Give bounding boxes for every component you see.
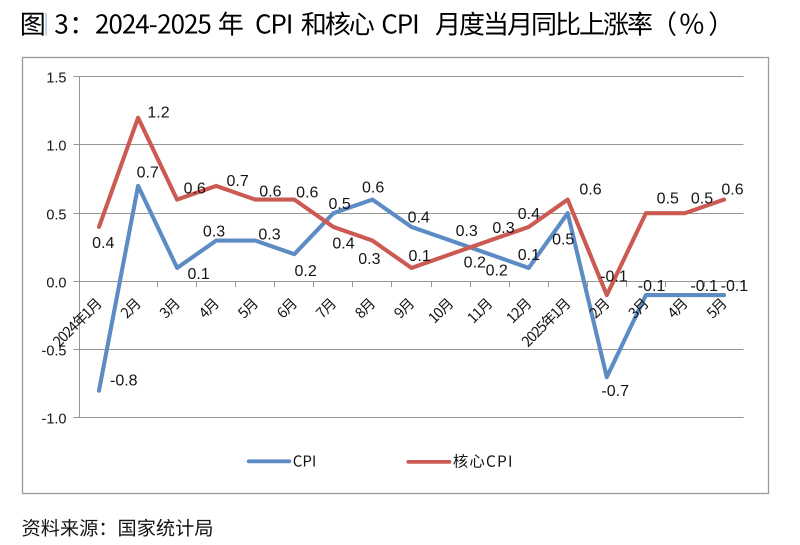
svg-text:0.4: 0.4 bbox=[92, 235, 114, 252]
svg-text:-0.1: -0.1 bbox=[600, 268, 628, 285]
svg-text:0.3: 0.3 bbox=[203, 223, 225, 240]
svg-text:0.3: 0.3 bbox=[492, 220, 514, 237]
svg-text:0.5: 0.5 bbox=[46, 208, 66, 224]
svg-text:0.5: 0.5 bbox=[328, 196, 350, 213]
svg-text:-0.7: -0.7 bbox=[601, 383, 629, 400]
svg-text:0.6: 0.6 bbox=[362, 180, 384, 197]
svg-text:-1.0: -1.0 bbox=[42, 412, 67, 428]
svg-text:0.6: 0.6 bbox=[184, 181, 206, 198]
svg-text:0.5: 0.5 bbox=[657, 190, 679, 207]
svg-text:1.2: 1.2 bbox=[147, 104, 169, 121]
svg-text:0.2: 0.2 bbox=[294, 263, 316, 280]
svg-text:0.5: 0.5 bbox=[552, 231, 574, 248]
svg-text:0.4: 0.4 bbox=[518, 206, 540, 223]
svg-text:0.7: 0.7 bbox=[226, 173, 248, 190]
svg-text:-0.5: -0.5 bbox=[42, 344, 67, 360]
svg-text:1.0: 1.0 bbox=[46, 139, 66, 155]
svg-text:0.5: 0.5 bbox=[691, 190, 713, 207]
svg-text:0.3: 0.3 bbox=[258, 226, 280, 243]
svg-text:0.2: 0.2 bbox=[464, 254, 486, 271]
svg-text:0.1: 0.1 bbox=[187, 266, 209, 283]
svg-text:0.1: 0.1 bbox=[518, 247, 540, 264]
svg-text:-0.1: -0.1 bbox=[690, 278, 718, 295]
svg-text:0.4: 0.4 bbox=[332, 236, 354, 253]
svg-text:0.6: 0.6 bbox=[259, 183, 281, 200]
svg-text:0.2: 0.2 bbox=[486, 262, 508, 279]
svg-text:0.3: 0.3 bbox=[456, 223, 478, 240]
svg-text:0.7: 0.7 bbox=[137, 165, 159, 182]
svg-text:0.0: 0.0 bbox=[46, 276, 66, 292]
svg-text:-0.8: -0.8 bbox=[110, 373, 138, 390]
svg-text:0.3: 0.3 bbox=[358, 251, 380, 268]
svg-text:-0.1: -0.1 bbox=[721, 278, 749, 295]
svg-text:0.6: 0.6 bbox=[721, 181, 743, 198]
svg-text:1.5: 1.5 bbox=[46, 71, 66, 87]
svg-text:0.1: 0.1 bbox=[408, 248, 430, 265]
svg-text:0.6: 0.6 bbox=[579, 182, 601, 199]
svg-text:-0.1: -0.1 bbox=[638, 278, 666, 295]
svg-text:0.4: 0.4 bbox=[408, 209, 430, 226]
svg-text:0.6: 0.6 bbox=[296, 185, 318, 202]
